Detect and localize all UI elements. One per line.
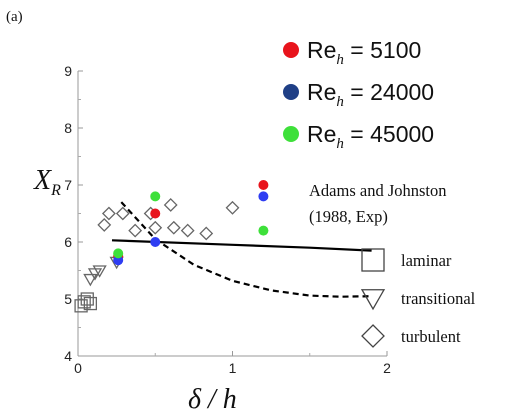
ref-title-line2: (1988, Exp) [309,207,388,226]
y-axis-label-sub: R [50,182,61,199]
x-tick-label: 2 [383,360,391,376]
ref-legend-marker-laminar [361,248,385,272]
y-tick-label: 6 [64,234,72,250]
ref-point-transitional [92,265,107,278]
legend-label-2: Reh = 24000 [307,79,434,110]
y-tick-label: 7 [64,177,72,193]
y-axis-label: XR [33,165,61,199]
x-tick-label: 0 [74,360,82,376]
series-point-3 [113,248,124,259]
y-tick-label: 8 [64,120,72,136]
legend: Reh = 5100 Reh = 24000 Reh = 45000 [283,37,434,152]
ref-point-turbulent [148,220,163,235]
reference-legend: Adams and Johnston (1988, Exp) laminar tran… [309,181,476,348]
series-point-1 [258,180,269,190]
ref-point-laminar [83,296,98,311]
series-point-1 [150,208,161,219]
ref-legend-label-transitional: transitional [401,289,476,308]
ref-point-turbulent [97,217,112,232]
y-tick-label: 5 [64,291,72,307]
ref-point-transitional [83,273,98,287]
curve-dashed [120,201,372,298]
curve-solid [111,239,372,252]
y-axis-label-main: X [33,165,52,196]
legend-label-1: Reh = 5100 [307,37,421,68]
legend-marker-2 [283,84,299,100]
ref-point-turbulent [163,198,178,212]
reference-points [74,198,240,313]
ref-legend-marker-transitional [360,289,386,311]
ref-point-laminar [80,292,94,306]
legend-marker-1 [283,42,299,58]
ref-point-turbulent [180,223,195,238]
legend-label-3: Reh = 45000 [307,121,434,152]
series-point-3 [258,225,269,236]
ref-point-turbulent [101,206,116,221]
y-tick-label: 9 [64,63,72,79]
ref-point-turbulent [225,200,240,215]
x-tick-label: 1 [229,360,237,376]
ref-legend-label-turbulent: turbulent [401,327,461,346]
fit-curves [111,201,372,298]
series-point-2 [150,237,161,247]
series-points [113,180,269,266]
panel-label: (a) [6,9,23,25]
series-point-2 [258,191,269,202]
ref-point-turbulent [115,206,130,221]
ref-point-turbulent [128,223,143,238]
ref-point-turbulent [166,220,181,235]
legend-marker-3 [283,126,299,142]
ref-legend-label-laminar: laminar [401,251,452,270]
series-point-2 [113,255,124,266]
series-point-3 [150,191,161,202]
ref-point-turbulent [199,226,214,241]
ref-legend-marker-turbulent [361,324,385,348]
x-axis-label: δ / h [188,384,237,415]
y-tick-label: 4 [64,348,72,364]
ref-title-line1: Adams and Johnston [309,181,447,200]
